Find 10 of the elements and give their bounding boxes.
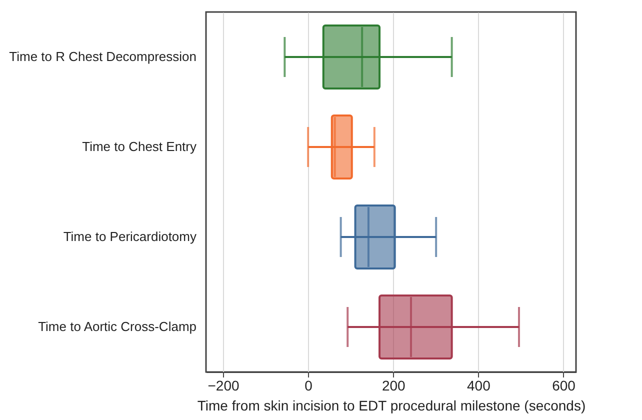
x-tick-label: 200 [382,378,406,394]
y-tick-label: Time to Chest Entry [82,139,197,154]
y-tick-label: Time to Pericardiotomy [63,229,197,244]
x-tick-label: 600 [552,378,576,394]
y-tick-label: Time to R Chest Decompression [9,49,196,64]
x-tick-label: −200 [208,378,240,394]
x-tick-label: 400 [467,378,491,394]
x-axis-title: Time from skin incision to EDT procedural milestone (seconds) [197,398,586,414]
x-tick-label: 0 [304,378,313,394]
y-tick-label: Time to Aortic Cross-Clamp [38,319,196,334]
